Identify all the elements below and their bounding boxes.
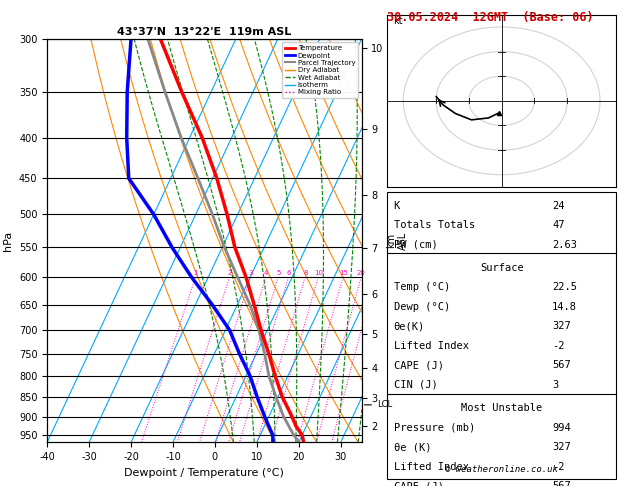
Text: 567: 567: [552, 361, 571, 370]
X-axis label: Dewpoint / Temperature (°C): Dewpoint / Temperature (°C): [125, 468, 284, 478]
Text: 567: 567: [552, 481, 571, 486]
Y-axis label: km
ASL: km ASL: [386, 231, 408, 250]
Text: 5: 5: [276, 270, 281, 276]
Text: θe (K): θe (K): [394, 442, 431, 452]
Text: 20: 20: [357, 270, 366, 276]
Text: Temp (°C): Temp (°C): [394, 282, 450, 293]
Text: 15: 15: [339, 270, 348, 276]
Text: 2: 2: [228, 270, 232, 276]
Text: 6: 6: [287, 270, 291, 276]
Text: 3: 3: [248, 270, 253, 276]
Text: 994: 994: [552, 423, 571, 433]
Y-axis label: hPa: hPa: [3, 230, 13, 251]
Text: 14.8: 14.8: [552, 302, 577, 312]
Text: 30.05.2024  12GMT  (Base: 06): 30.05.2024 12GMT (Base: 06): [387, 11, 593, 24]
Text: -2: -2: [552, 462, 565, 472]
Text: Lifted Index: Lifted Index: [394, 462, 469, 472]
Legend: Temperature, Dewpoint, Parcel Trajectory, Dry Adiabat, Wet Adiabat, Isotherm, Mi: Temperature, Dewpoint, Parcel Trajectory…: [282, 42, 358, 98]
Text: Most Unstable: Most Unstable: [461, 403, 542, 414]
Text: Pressure (mb): Pressure (mb): [394, 423, 475, 433]
Text: 1: 1: [194, 270, 198, 276]
Text: 3: 3: [552, 380, 559, 390]
Text: Surface: Surface: [480, 263, 523, 273]
Text: 4: 4: [264, 270, 269, 276]
Text: Totals Totals: Totals Totals: [394, 220, 475, 230]
Text: 327: 327: [552, 321, 571, 331]
Text: 24: 24: [552, 201, 565, 210]
Text: 327: 327: [552, 442, 571, 452]
Text: 22.5: 22.5: [552, 282, 577, 293]
Text: PW (cm): PW (cm): [394, 240, 438, 250]
Text: 47: 47: [552, 220, 565, 230]
Text: 10: 10: [314, 270, 323, 276]
Text: K: K: [394, 201, 400, 210]
Text: Lifted Index: Lifted Index: [394, 341, 469, 351]
Text: -2: -2: [552, 341, 565, 351]
Title: 43°37'N  13°22'E  119m ASL: 43°37'N 13°22'E 119m ASL: [117, 27, 292, 37]
Text: CAPE (J): CAPE (J): [394, 361, 443, 370]
Text: θe(K): θe(K): [394, 321, 425, 331]
Text: 8: 8: [303, 270, 308, 276]
Text: LCL: LCL: [377, 400, 392, 409]
Text: © weatheronline.co.uk: © weatheronline.co.uk: [445, 466, 558, 474]
Text: kt: kt: [393, 17, 403, 26]
Text: CIN (J): CIN (J): [394, 380, 438, 390]
Text: Dewp (°C): Dewp (°C): [394, 302, 450, 312]
Text: 2.63: 2.63: [552, 240, 577, 250]
Text: CAPE (J): CAPE (J): [394, 481, 443, 486]
